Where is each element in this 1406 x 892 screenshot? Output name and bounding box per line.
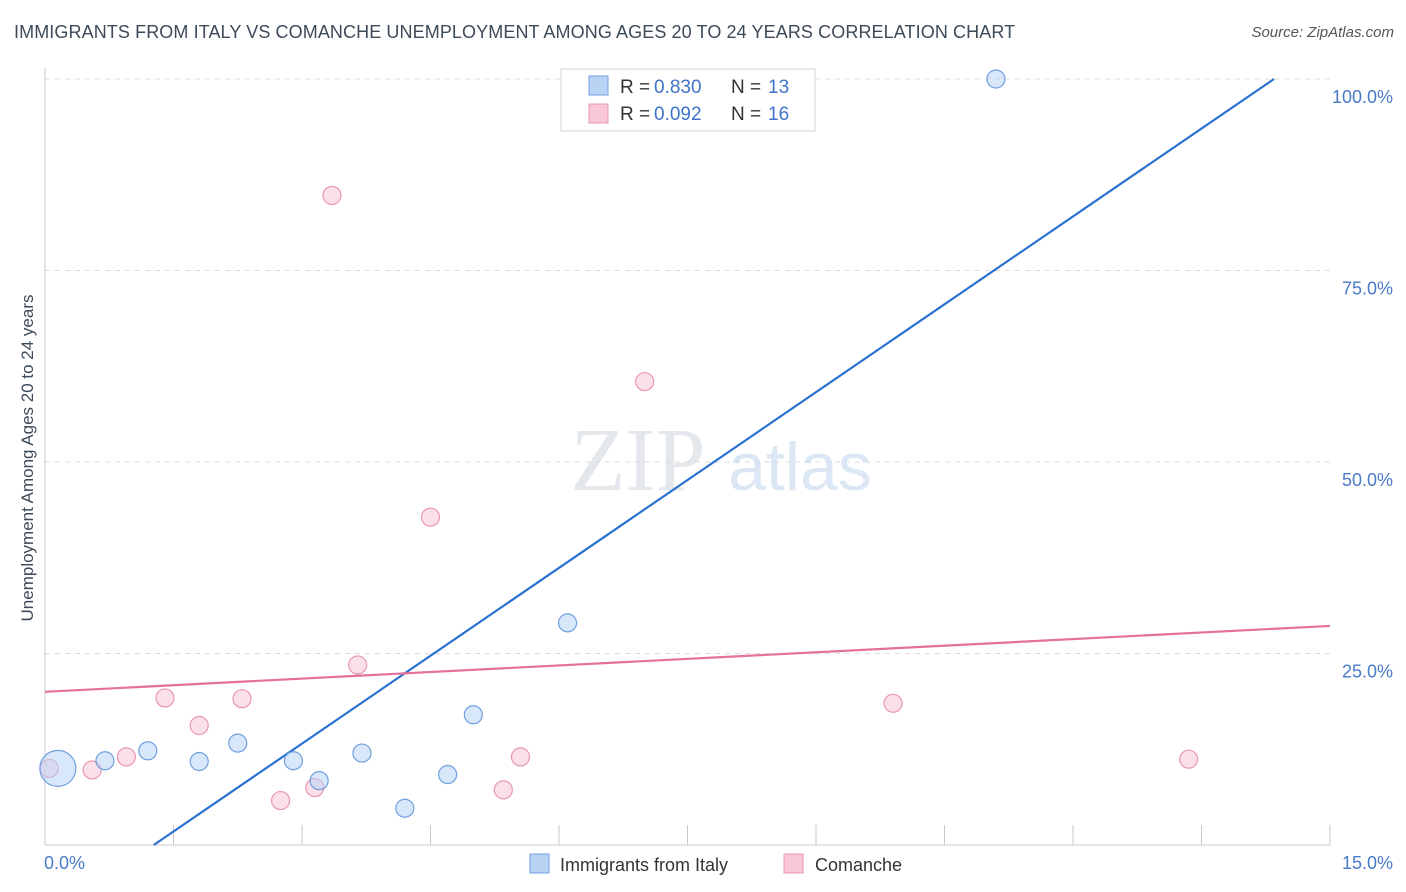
data-point-comanche xyxy=(155,688,175,708)
data-point-comanche xyxy=(348,655,368,675)
x-tick-labels: 0.0% 15.0% xyxy=(44,853,1393,873)
y-tick-label: 75.0% xyxy=(1342,279,1393,299)
data-point-comanche xyxy=(420,507,441,527)
data-point-comanche xyxy=(635,371,655,392)
y-tick-labels: 25.0% 50.0% 75.0% 100.0% xyxy=(1332,87,1393,682)
data-point-comanche xyxy=(883,693,903,713)
data-point-comanche xyxy=(270,790,291,811)
data-point-italy xyxy=(39,749,77,788)
watermark-zip: ZIP xyxy=(571,411,706,510)
legend-swatch-italy xyxy=(588,75,609,96)
watermark-atlas: atlas xyxy=(728,429,872,505)
data-point-italy xyxy=(309,771,329,791)
data-points xyxy=(39,69,1199,818)
bottom-legend-label-comanche: Comanche xyxy=(815,855,902,875)
data-point-italy xyxy=(228,733,248,753)
data-point-comanche xyxy=(232,689,252,709)
legend-r-label: R = xyxy=(620,77,650,98)
legend-r-value-comanche: 0.092 xyxy=(654,104,702,125)
data-point-comanche xyxy=(189,715,209,736)
y-tick-label: 100.0% xyxy=(1332,87,1393,107)
gridlines xyxy=(45,78,1330,654)
top-legend: R = 0.830 N = 13 R = 0.092 N = 16 xyxy=(560,68,816,132)
source-label: Source: ZipAtlas.com xyxy=(1251,24,1394,41)
bottom-legend-swatch-italy xyxy=(529,853,550,874)
data-point-comanche xyxy=(493,780,513,800)
legend-n-label: N = xyxy=(731,104,761,125)
data-point-italy xyxy=(283,751,304,771)
data-point-comanche xyxy=(510,747,531,767)
bottom-legend-swatch-comanche xyxy=(783,853,804,874)
data-point-italy xyxy=(189,751,209,772)
trend-line-comanche xyxy=(44,624,1331,693)
data-point-italy xyxy=(438,764,458,785)
data-point-italy xyxy=(986,69,1006,89)
data-point-italy xyxy=(95,751,115,771)
data-point-italy xyxy=(463,705,483,725)
trend-lines xyxy=(44,78,1331,846)
data-point-italy xyxy=(352,743,372,763)
legend-swatch-comanche xyxy=(588,103,609,124)
legend-r-label: R = xyxy=(620,104,650,125)
data-point-italy xyxy=(395,798,415,818)
y-tick-label: 50.0% xyxy=(1342,470,1393,490)
trend-line-italy xyxy=(153,78,1275,846)
data-point-italy xyxy=(557,613,578,633)
x-tick-label: 15.0% xyxy=(1342,853,1393,873)
bottom-legend: Immigrants from Italy Comanche xyxy=(529,853,902,875)
legend-n-label: N = xyxy=(731,77,761,98)
bottom-legend-label-italy: Immigrants from Italy xyxy=(560,855,728,875)
data-point-italy xyxy=(138,741,158,761)
data-point-comanche xyxy=(322,185,342,206)
x-tick-label: 0.0% xyxy=(44,853,85,873)
legend-n-value-comanche: 16 xyxy=(768,104,789,125)
y-tick-label: 25.0% xyxy=(1342,662,1393,682)
legend-r-value-italy: 0.830 xyxy=(654,77,702,98)
axes xyxy=(44,68,1331,846)
data-point-comanche xyxy=(116,747,136,767)
chart-title: IMMIGRANTS FROM ITALY VS COMANCHE UNEMPL… xyxy=(14,22,1016,42)
watermark: ZIP atlas xyxy=(571,411,872,510)
data-point-comanche xyxy=(1179,749,1199,769)
legend-n-value-italy: 13 xyxy=(768,77,789,98)
